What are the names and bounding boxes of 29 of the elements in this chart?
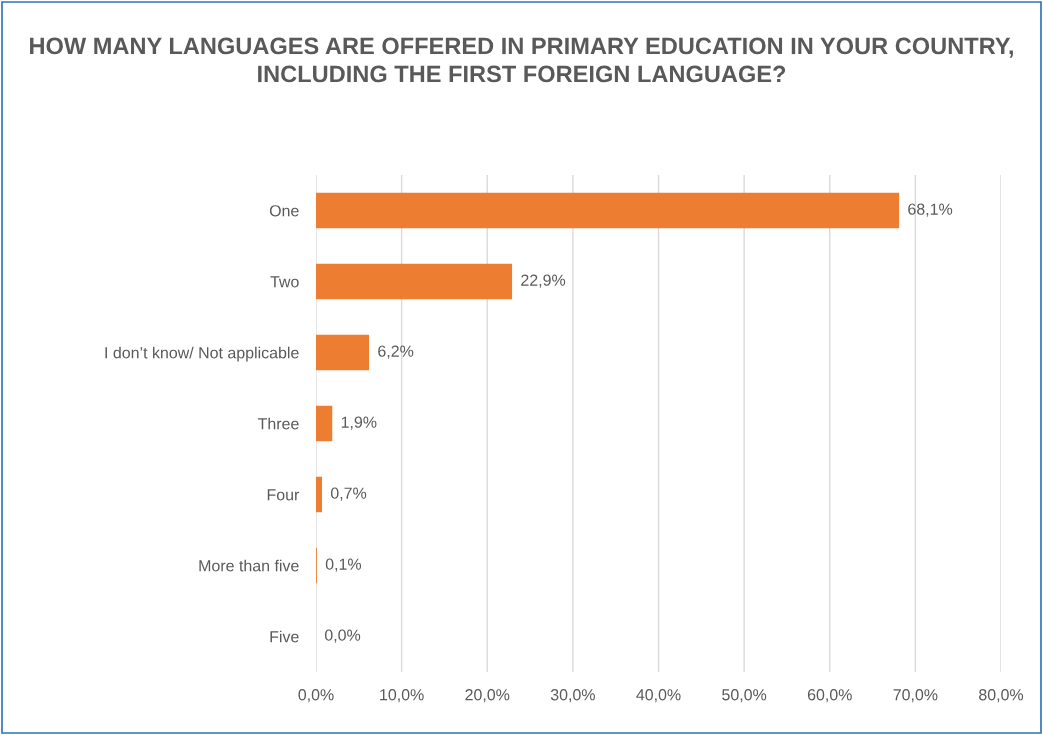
data-label: 0,0% [324,629,361,643]
x-tick-label: 0,0% [298,689,334,703]
data-label: 0,1% [325,558,362,572]
y-tick-label: Five [270,630,299,643]
x-tick-label: 30,0% [550,689,595,703]
x-tick-label: 20,0% [465,689,510,703]
bar [316,263,513,300]
y-tick-label: Four [267,489,300,501]
x-tick-label: 70,0% [893,689,938,703]
bar [316,476,322,513]
y-tick-label: More than five [199,559,299,572]
bar [316,405,333,442]
x-tick-label: 10,0% [380,689,424,703]
data-label: 0,7% [330,487,367,501]
data-label: 22,9% [521,274,566,288]
x-tick-label: 40,0% [636,689,681,703]
chart-title: HOW MANY LANGUAGES ARE OFFERED IN PRIMARY EDUCATION IN YOUR COUNTRY, INCLUDING THE FIRST FOREIGN LANGUAGE? [30,37,1013,83]
y-tick-label: Three [257,417,299,430]
y-tick-label: I don’t know/ Not applicable [105,346,299,362]
bar [316,192,900,229]
data-label: 68,1% [908,203,953,217]
data-label: 1,9% [341,416,377,430]
y-tick-label: One [269,205,299,217]
x-tick-label: 80,0% [979,689,1024,703]
data-label: 6,2% [378,345,414,359]
x-tick-label: 60,0% [807,689,852,703]
bar [316,334,370,371]
y-tick-label: Two [270,276,299,288]
x-tick-label: 50,0% [722,689,767,703]
